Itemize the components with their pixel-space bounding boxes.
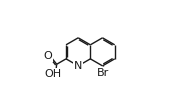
Text: O: O bbox=[43, 51, 52, 61]
Text: N: N bbox=[74, 61, 82, 71]
Text: Br: Br bbox=[96, 68, 109, 78]
Text: OH: OH bbox=[44, 69, 61, 79]
